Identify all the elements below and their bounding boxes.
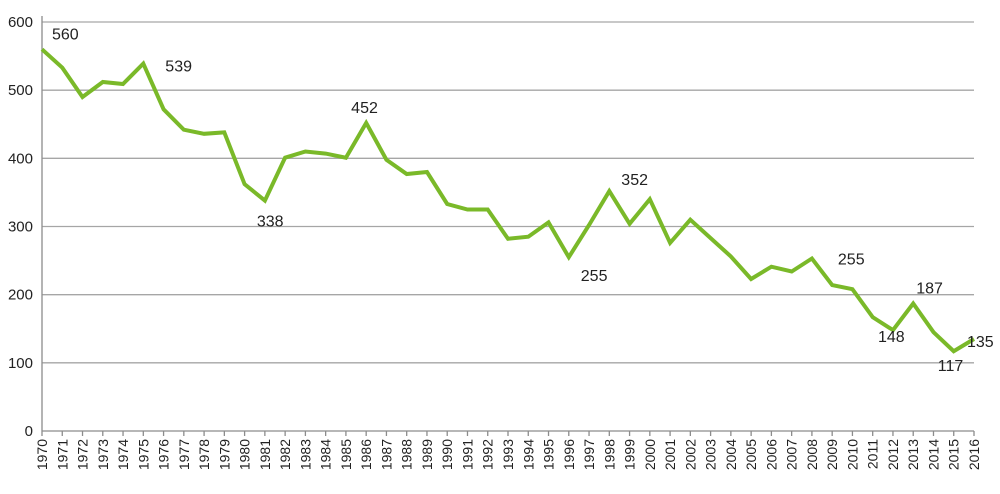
x-tick-label: 2003: [703, 439, 719, 470]
y-tick-label: 500: [8, 82, 33, 99]
x-tick-label: 1999: [622, 439, 638, 470]
data-label: 452: [351, 100, 378, 117]
y-tick-label: 400: [8, 150, 33, 167]
y-axis: 0 100 200 300 400 500 600: [8, 14, 43, 440]
x-tick-label: 1974: [115, 439, 131, 470]
x-tick-label: 1979: [216, 439, 232, 470]
x-tick-label: 1981: [257, 439, 273, 470]
data-label: 560: [52, 26, 79, 43]
x-tick-label: 2004: [723, 439, 739, 470]
x-tick-label: 2006: [763, 439, 779, 470]
x-tick-label: 2010: [844, 439, 860, 470]
x-tick-label: 2013: [905, 439, 921, 470]
x-tick-label: 2016: [966, 439, 982, 470]
x-tick-label: 1971: [54, 439, 70, 470]
x-tick-label: 1977: [176, 439, 192, 470]
data-label: 187: [916, 281, 943, 298]
x-tick-label: 1992: [480, 439, 496, 470]
x-tick-label: 1989: [419, 439, 435, 470]
x-tick-label: 1991: [459, 439, 475, 470]
data-label: 135: [967, 334, 994, 351]
gridlines: [42, 21, 974, 364]
x-tick-label: 2014: [925, 439, 941, 470]
x-tick-label: 1982: [277, 439, 293, 470]
data-label: 255: [581, 268, 608, 285]
x-tick-label: 1975: [135, 439, 151, 470]
x-tick-label: 1978: [196, 439, 212, 470]
series-layer: [40, 47, 976, 354]
x-tick-label: 1998: [601, 439, 617, 470]
x-tick-label: 1986: [358, 439, 374, 470]
x-tick-label: 1993: [500, 439, 516, 470]
data-label: 255: [838, 252, 865, 269]
x-tick-label: 2012: [885, 439, 901, 470]
data-label: 338: [257, 214, 284, 231]
x-tick-label: 2015: [946, 439, 962, 470]
data-label: 352: [621, 172, 648, 189]
data-label: 148: [878, 329, 905, 346]
x-tick-label: 1980: [237, 439, 253, 470]
series-line: [40, 47, 976, 354]
x-tick-label: 1997: [581, 439, 597, 470]
y-tick-label: 300: [8, 219, 33, 236]
y-tick-label: 0: [25, 423, 33, 440]
x-tick-label: 1988: [399, 439, 415, 470]
x-tick-label: 1984: [318, 439, 334, 470]
data-label: 117: [938, 358, 964, 375]
x-tick-label: 1995: [541, 439, 557, 470]
x-tick-label: 1970: [34, 439, 50, 470]
x-tick-label: 2000: [642, 439, 658, 470]
y-tick-label: 200: [8, 287, 33, 304]
x-tick-label: 1976: [156, 439, 172, 470]
x-axis: 1970 1971 1972 1973 1974 1975 1976 1977 1978 1979…: [34, 430, 982, 470]
x-tick-label: 1973: [95, 439, 111, 470]
x-tick-label: 1987: [378, 439, 394, 470]
x-tick-label: 1994: [520, 439, 536, 470]
x-tick-label: 2002: [682, 439, 698, 470]
x-tick-label: 1983: [297, 439, 313, 470]
x-tick-label: 1996: [561, 439, 577, 470]
x-tick-label: 2009: [824, 439, 840, 470]
x-tick-label: 2011: [865, 439, 881, 469]
x-tick-label: 2008: [804, 439, 820, 470]
x-tick-label: 1990: [439, 439, 455, 470]
y-tick-label: 100: [8, 355, 33, 372]
x-tick-label: 1985: [338, 439, 354, 470]
data-label: 539: [165, 59, 192, 76]
x-tick-label: 1972: [75, 439, 91, 470]
x-tick-label: 2005: [743, 439, 759, 470]
x-tick-label: 2001: [662, 439, 678, 470]
x-tick-label: 2007: [784, 439, 800, 470]
y-tick-label: 600: [8, 14, 33, 31]
